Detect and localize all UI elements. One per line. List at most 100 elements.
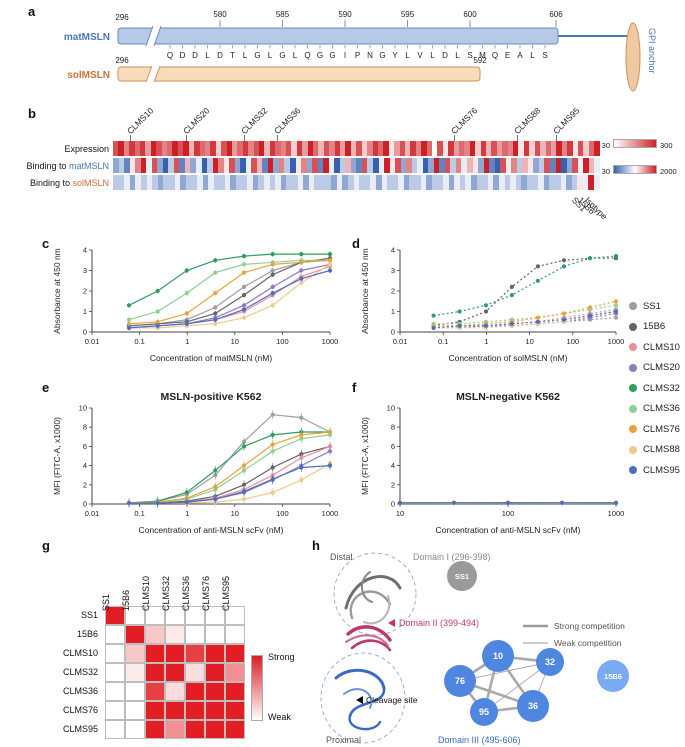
series-line-CLMS76 xyxy=(128,259,331,325)
heatmap-cell xyxy=(350,158,357,173)
heatmap-cell xyxy=(194,141,200,156)
heatmap-cell xyxy=(135,158,141,173)
heatmap-cell xyxy=(162,158,169,173)
heatmap-cell xyxy=(172,141,178,156)
heatmap-cell xyxy=(511,158,517,173)
data-point xyxy=(270,262,275,267)
heatmap-cell xyxy=(375,175,382,190)
heatmap-cell xyxy=(540,141,546,156)
matrix-cell xyxy=(125,682,145,701)
data-point xyxy=(270,412,275,417)
heatmap-cell xyxy=(384,158,390,173)
legend-item-CLMS88: CLMS88 xyxy=(629,440,680,461)
matrix-row-CLMS32: CLMS32 xyxy=(62,667,98,677)
x-tick-label: 10 xyxy=(525,337,533,346)
heatmap-cell xyxy=(280,175,287,190)
ribbon xyxy=(344,575,402,610)
heatmap-cell xyxy=(113,158,119,173)
sequence-residue: Q xyxy=(492,51,498,60)
matrix-cell xyxy=(185,720,205,739)
data-point xyxy=(613,299,619,304)
heatmap-cell xyxy=(312,158,318,173)
heatmap-cell xyxy=(221,141,227,156)
x-tick-label: 100 xyxy=(502,509,515,518)
y-tick-label: 8 xyxy=(83,423,87,432)
x-tick-label: 100 xyxy=(567,337,580,346)
data-point xyxy=(559,500,565,505)
data-point xyxy=(483,309,489,314)
epitope-map: Distal Domain I (296-398) Domain II (399-4… xyxy=(320,552,629,745)
heatmap-cell xyxy=(161,141,168,156)
y-tick-label: 4 xyxy=(391,246,395,255)
data-point xyxy=(327,268,333,273)
shape xyxy=(153,25,162,47)
heatmap-cell xyxy=(515,175,522,190)
heatmap-cell xyxy=(480,141,487,156)
legend-dot xyxy=(629,343,637,352)
legend-label: 15B6 xyxy=(643,321,666,333)
data-point xyxy=(299,260,304,265)
series-line-15B6 xyxy=(433,257,616,327)
heatmap-cell xyxy=(486,141,492,156)
heatmap-cell xyxy=(256,158,263,173)
panel-label-d: d xyxy=(352,236,360,251)
data-point xyxy=(241,293,247,298)
sequence-residue: Q xyxy=(167,51,173,60)
data-point xyxy=(184,311,189,316)
heatmap-cell xyxy=(251,158,257,173)
heatmap-cell xyxy=(124,175,130,190)
heatmap-cell xyxy=(453,141,459,156)
heatmap-cell xyxy=(347,175,354,190)
heatmap-cell xyxy=(377,141,384,156)
heatmap-cell xyxy=(483,158,490,173)
data-point xyxy=(483,323,489,328)
sequence-residue: L xyxy=(430,51,435,60)
matrix-row-CLMS10: CLMS10 xyxy=(62,648,98,658)
series-line-CLMS32 xyxy=(433,255,617,317)
heatmap-cell xyxy=(135,175,141,190)
ribbon xyxy=(348,686,386,718)
matrix-col-SS1: SS1 xyxy=(101,593,111,611)
sequence-residue: L xyxy=(530,51,535,60)
ribbon xyxy=(348,714,382,731)
heatmap-cell xyxy=(173,158,180,173)
y-tick-label: 0 xyxy=(83,500,87,509)
legend-item-CLMS10: CLMS10 xyxy=(629,337,680,358)
matrix-cell xyxy=(105,701,125,720)
heatmap-cell xyxy=(594,141,600,156)
x-axis-label: Concentration of matMSLN (nM) xyxy=(150,353,273,363)
domain3-outline xyxy=(320,652,406,744)
heatmap-cell xyxy=(433,158,440,173)
matrix-cell xyxy=(105,606,125,625)
data-point xyxy=(431,313,436,318)
data-point xyxy=(213,321,218,326)
sequence-residue: D xyxy=(217,51,223,60)
heatmap-cell xyxy=(555,158,562,173)
heatmap-cell xyxy=(213,175,220,190)
heatmap-cell xyxy=(199,141,205,156)
data-point xyxy=(213,258,218,263)
matrix-cell xyxy=(145,606,165,625)
heatmap-cell xyxy=(588,141,595,156)
heatmap-cell xyxy=(219,175,225,190)
legend-item-SS1: SS1 xyxy=(629,296,680,317)
x-tick-label: 0.1 xyxy=(438,337,448,346)
heatmap-cell xyxy=(296,141,303,156)
heatmap-cell xyxy=(188,141,195,156)
facs-positive-chart: 0.01 0.1 1 10 100 1000 0 2 4 6 8 10 Concentration of… xyxy=(52,391,338,535)
y-tick-label: 1 xyxy=(83,307,87,316)
heatmap-cell xyxy=(353,175,360,190)
heatmap-cell xyxy=(167,141,173,156)
heatmap-cell xyxy=(583,158,589,173)
data-point xyxy=(483,303,489,308)
proximal-label: Proximal xyxy=(326,735,361,745)
y-tick-label: 2 xyxy=(83,480,87,489)
heatmap-cell xyxy=(284,158,290,173)
heatmap-cell xyxy=(577,175,583,190)
heatmap-cell xyxy=(443,175,449,190)
gpi-anchor-label: GPI anchor xyxy=(647,28,657,74)
data-point xyxy=(155,323,160,328)
heatmap-cell xyxy=(350,141,357,156)
heatmap-cell xyxy=(411,158,418,173)
sequence-residue: L xyxy=(268,51,273,60)
